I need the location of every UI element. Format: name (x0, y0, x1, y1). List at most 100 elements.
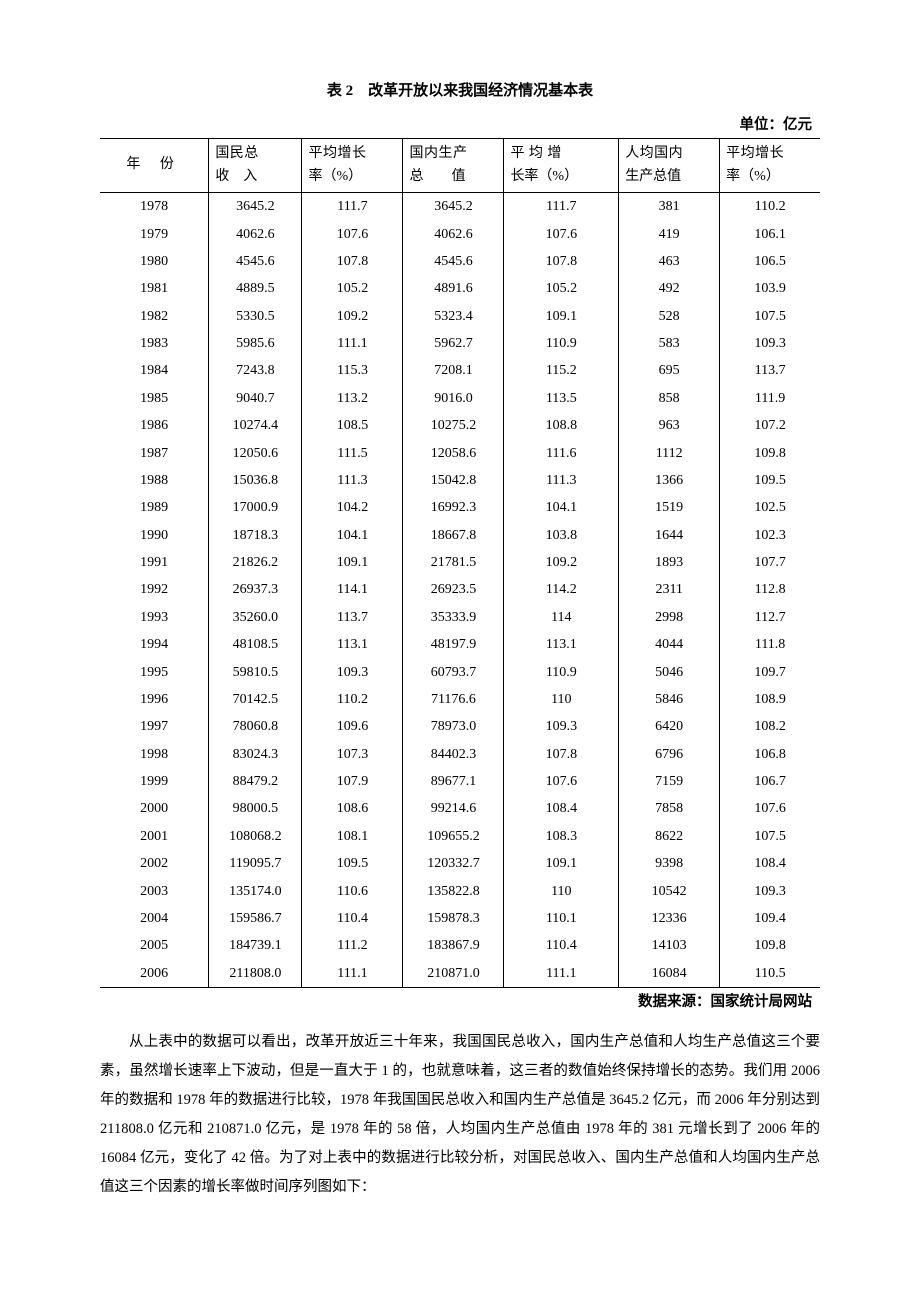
table-row: 199883024.3107.384402.3107.86796106.8 (100, 741, 820, 768)
data-source-label: 数据来源：国家统计局网站 (100, 992, 820, 1014)
cell-pcgdp-growth: 103.9 (720, 275, 820, 302)
cell-year: 1995 (100, 658, 209, 685)
cell-pcgdp-growth: 106.8 (720, 741, 820, 768)
cell-gdp-growth: 107.8 (504, 741, 619, 768)
cell-gni-growth: 109.6 (302, 713, 403, 740)
cell-gdp: 3645.2 (403, 193, 504, 221)
col-header-year: 年 份 (100, 139, 209, 193)
cell-gni-growth: 114.1 (302, 576, 403, 603)
cell-gni: 59810.5 (209, 658, 302, 685)
cell-gdp: 71176.6 (403, 686, 504, 713)
cell-gdp-growth: 111.3 (504, 467, 619, 494)
cell-gni: 35260.0 (209, 604, 302, 631)
cell-pcgdp: 381 (619, 193, 720, 221)
col-header-gdp-growth: 平 均 增 长率（%） (504, 139, 619, 193)
cell-pcgdp-growth: 106.5 (720, 248, 820, 275)
cell-gdp-growth: 110.9 (504, 658, 619, 685)
cell-gni-growth: 110.6 (302, 877, 403, 904)
cell-gdp: 16992.3 (403, 494, 504, 521)
cell-gdp-growth: 113.1 (504, 631, 619, 658)
table-row: 199988479.2107.989677.1107.67159106.7 (100, 768, 820, 795)
cell-pcgdp: 419 (619, 220, 720, 247)
cell-gdp: 9016.0 (403, 385, 504, 412)
cell-gdp-growth: 107.6 (504, 768, 619, 795)
cell-gni-growth: 113.1 (302, 631, 403, 658)
cell-year: 1980 (100, 248, 209, 275)
cell-gdp-growth: 110 (504, 877, 619, 904)
table-row: 2002119095.7109.5120332.7109.19398108.4 (100, 850, 820, 877)
cell-pcgdp-growth: 108.9 (720, 686, 820, 713)
cell-gdp-growth: 111.6 (504, 439, 619, 466)
cell-gdp-growth: 104.1 (504, 494, 619, 521)
table-row: 2004159586.7110.4159878.3110.112336109.4 (100, 905, 820, 932)
cell-pcgdp-growth: 107.2 (720, 412, 820, 439)
col-header-pcgdp-growth: 平均增长 率（%） (720, 139, 820, 193)
table-row: 200098000.5108.699214.6108.47858107.6 (100, 795, 820, 822)
table-body: 19783645.2111.73645.2111.7381110.2197940… (100, 193, 820, 988)
table-row: 19847243.8115.37208.1115.2695113.7 (100, 357, 820, 384)
table-row: 199778060.8109.678973.0109.36420108.2 (100, 713, 820, 740)
cell-gdp-growth: 109.2 (504, 549, 619, 576)
cell-pcgdp-growth: 109.8 (720, 932, 820, 959)
cell-gdp-growth: 115.2 (504, 357, 619, 384)
cell-gdp-growth: 111.7 (504, 193, 619, 221)
cell-gni-growth: 109.2 (302, 303, 403, 330)
cell-pcgdp: 10542 (619, 877, 720, 904)
cell-pcgdp: 963 (619, 412, 720, 439)
cell-pcgdp: 9398 (619, 850, 720, 877)
cell-year: 1991 (100, 549, 209, 576)
cell-year: 1989 (100, 494, 209, 521)
table-row: 199448108.5113.148197.9113.14044111.8 (100, 631, 820, 658)
cell-gdp-growth: 110.9 (504, 330, 619, 357)
cell-gdp: 4545.6 (403, 248, 504, 275)
col-header-pcgdp: 人均国内 生产总值 (619, 139, 720, 193)
cell-gni: 10274.4 (209, 412, 302, 439)
cell-gdp: 183867.9 (403, 932, 504, 959)
cell-gni: 4889.5 (209, 275, 302, 302)
cell-gni: 15036.8 (209, 467, 302, 494)
cell-gni: 48108.5 (209, 631, 302, 658)
cell-gdp: 120332.7 (403, 850, 504, 877)
cell-gdp-growth: 109.3 (504, 713, 619, 740)
table-row: 19835985.6111.15962.7110.9583109.3 (100, 330, 820, 357)
cell-year: 1982 (100, 303, 209, 330)
table-row: 199018718.3104.118667.8103.81644102.3 (100, 522, 820, 549)
cell-gni: 7243.8 (209, 357, 302, 384)
cell-gdp-growth: 110.1 (504, 905, 619, 932)
cell-pcgdp: 8622 (619, 823, 720, 850)
cell-gdp: 7208.1 (403, 357, 504, 384)
cell-gni-growth: 111.1 (302, 330, 403, 357)
cell-gni: 184739.1 (209, 932, 302, 959)
cell-gdp-growth: 114.2 (504, 576, 619, 603)
cell-pcgdp: 4044 (619, 631, 720, 658)
table-row: 19825330.5109.25323.4109.1528107.5 (100, 303, 820, 330)
table-row: 198712050.6111.512058.6111.61112109.8 (100, 439, 820, 466)
cell-pcgdp-growth: 111.9 (720, 385, 820, 412)
cell-gni-growth: 108.6 (302, 795, 403, 822)
cell-gni-growth: 107.6 (302, 220, 403, 247)
cell-gni-growth: 111.2 (302, 932, 403, 959)
cell-gni-growth: 110.4 (302, 905, 403, 932)
cell-gni-growth: 105.2 (302, 275, 403, 302)
cell-gdp-growth: 109.1 (504, 303, 619, 330)
cell-gni-growth: 110.2 (302, 686, 403, 713)
cell-gni-growth: 115.3 (302, 357, 403, 384)
cell-gni: 119095.7 (209, 850, 302, 877)
cell-gni-growth: 111.3 (302, 467, 403, 494)
cell-pcgdp: 5046 (619, 658, 720, 685)
cell-gdp-growth: 113.5 (504, 385, 619, 412)
cell-pcgdp: 695 (619, 357, 720, 384)
cell-pcgdp: 14103 (619, 932, 720, 959)
cell-gdp: 48197.9 (403, 631, 504, 658)
cell-pcgdp: 1366 (619, 467, 720, 494)
cell-gni: 12050.6 (209, 439, 302, 466)
cell-year: 1997 (100, 713, 209, 740)
cell-gni: 70142.5 (209, 686, 302, 713)
cell-year: 1984 (100, 357, 209, 384)
cell-gni-growth: 108.5 (302, 412, 403, 439)
cell-gni: 4545.6 (209, 248, 302, 275)
cell-pcgdp: 463 (619, 248, 720, 275)
cell-pcgdp-growth: 106.1 (720, 220, 820, 247)
cell-year: 1983 (100, 330, 209, 357)
cell-pcgdp-growth: 111.8 (720, 631, 820, 658)
